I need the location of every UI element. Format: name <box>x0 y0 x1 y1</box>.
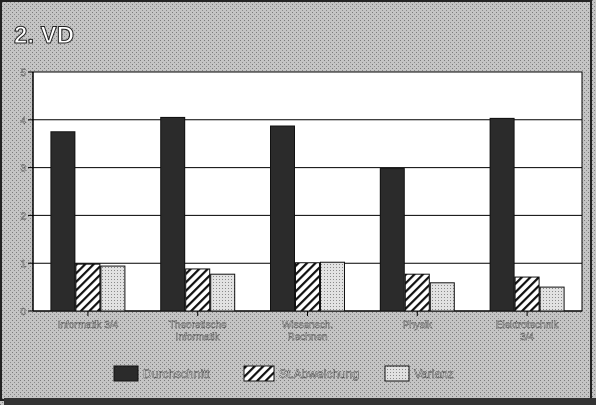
legend-swatch <box>243 365 275 382</box>
bar <box>429 282 455 312</box>
bar <box>160 116 186 312</box>
y-tick-label: 1 <box>20 259 26 270</box>
bar <box>75 263 101 312</box>
y-tick-label: 3 <box>20 164 26 175</box>
y-tick-label: 5 <box>20 68 26 79</box>
bar <box>270 125 295 312</box>
bar <box>185 268 211 312</box>
x-tick-label: Informatik 3/4 <box>58 320 119 331</box>
bar <box>379 168 405 312</box>
bar <box>50 131 76 312</box>
legend-swatch <box>384 365 410 382</box>
bar <box>295 262 320 312</box>
legend-label: Durchschnitt <box>143 367 210 381</box>
chart-title: 2. VD <box>14 22 74 49</box>
legend-label: Varianz <box>414 367 454 381</box>
x-tick-label: Wissensch. Rechnen <box>282 320 333 343</box>
bar <box>404 273 430 312</box>
bar <box>320 261 345 312</box>
x-tick-label: Theoretische Informatik <box>169 320 227 343</box>
plot-area: 0 1 2 3 4 5 Informatik 3/4 Theoretische Informat… <box>20 68 583 343</box>
x-tick-label: Physik <box>403 320 433 331</box>
bar <box>210 273 236 312</box>
x-tick-label: Elektrotechnik 3/4 <box>496 320 560 343</box>
legend-label: St.Abweichung <box>279 367 359 381</box>
bar <box>514 276 540 312</box>
bar <box>489 117 515 312</box>
y-tick-label: 2 <box>20 211 26 222</box>
bar <box>539 286 565 312</box>
legend: Durchschnitt St.Abweichung Varianz <box>113 365 454 382</box>
bar <box>100 265 126 312</box>
chart-shadow-bottom <box>4 398 596 405</box>
y-tick-label: 4 <box>20 116 26 127</box>
legend-swatch <box>113 365 139 382</box>
y-tick-label: 0 <box>20 307 26 318</box>
